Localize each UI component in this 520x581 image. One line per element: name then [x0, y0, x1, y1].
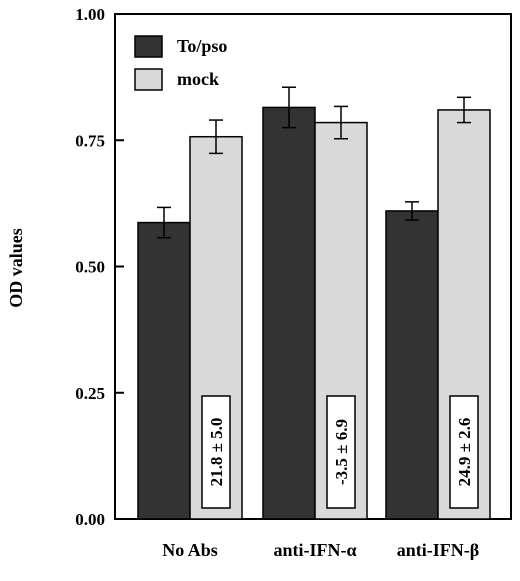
legend-swatch	[134, 68, 163, 91]
annotation-label: -3.5 ± 6.9	[332, 419, 351, 485]
annotation-box	[449, 395, 479, 509]
y-tick-label: 0.25	[75, 384, 105, 403]
y-tick-label: 1.00	[75, 5, 105, 24]
x-tick-label: No Abs	[162, 540, 218, 560]
annotation-label: 21.8 ± 5.0	[207, 418, 226, 487]
y-tick-label: 0.75	[75, 131, 105, 150]
legend-swatch	[134, 35, 163, 58]
x-tick-label: anti-IFN-β	[397, 540, 479, 560]
y-tick-label: 0.00	[75, 510, 105, 529]
bar-to-pso	[385, 210, 439, 520]
annotation-box	[201, 395, 231, 509]
annotation-box	[326, 395, 356, 509]
legend-label: mock	[177, 69, 219, 89]
bar-to-pso	[262, 106, 316, 520]
legend-label: To/pso	[177, 36, 227, 56]
bar-to-pso	[137, 221, 191, 520]
y-tick-label: 0.50	[75, 258, 105, 277]
annotation-label: 24.9 ± 2.6	[455, 418, 474, 487]
x-tick-label: anti-IFN-α	[273, 540, 356, 560]
y-axis-title: OD values	[6, 228, 26, 308]
